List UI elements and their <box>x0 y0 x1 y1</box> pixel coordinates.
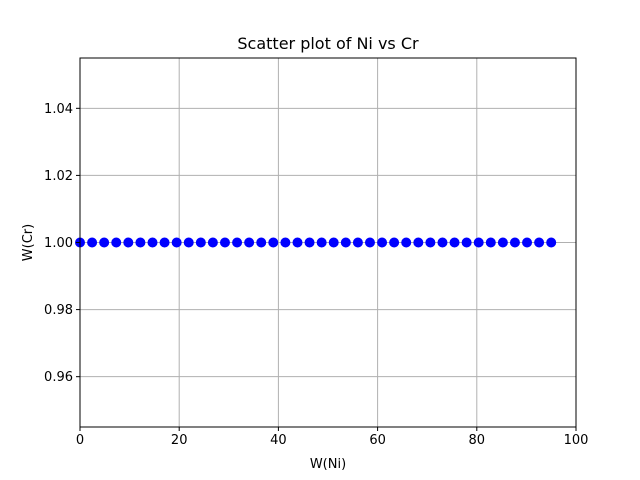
data-points <box>75 237 557 248</box>
data-point <box>195 237 206 248</box>
data-point <box>364 237 375 248</box>
data-point <box>232 237 243 248</box>
data-point <box>473 237 484 248</box>
data-point <box>183 237 194 248</box>
data-point <box>207 237 218 248</box>
data-point <box>123 237 134 248</box>
data-point <box>304 237 315 248</box>
data-point <box>534 237 545 248</box>
x-tick-label: 0 <box>76 433 84 448</box>
data-point <box>413 237 424 248</box>
data-point <box>135 237 146 248</box>
data-point <box>171 237 182 248</box>
y-axis-label: W(Cr) <box>21 224 36 261</box>
data-point <box>461 237 472 248</box>
axis-ticks: 0 20 40 60 80 100 0.96 0.98 1.00 1.02 1.04 <box>44 102 588 448</box>
x-tick-label: 40 <box>270 433 287 448</box>
data-point <box>244 237 255 248</box>
data-point <box>280 237 291 248</box>
data-point <box>425 237 436 248</box>
data-point <box>147 237 158 248</box>
data-point <box>401 237 412 248</box>
data-point <box>377 237 388 248</box>
data-point <box>219 237 230 248</box>
data-point <box>268 237 279 248</box>
data-point <box>316 237 327 248</box>
data-point <box>99 237 110 248</box>
data-point <box>497 237 508 248</box>
y-tick-label: 1.04 <box>44 102 73 117</box>
data-point <box>546 237 557 248</box>
x-tick-label: 100 <box>564 433 589 448</box>
y-tick-label: 1.02 <box>44 169 73 184</box>
data-point <box>256 237 267 248</box>
data-point <box>522 237 533 248</box>
x-tick-label: 20 <box>171 433 188 448</box>
data-point <box>485 237 496 248</box>
data-point <box>437 237 448 248</box>
data-point <box>111 237 122 248</box>
data-point <box>340 237 351 248</box>
x-tick-label: 80 <box>469 433 486 448</box>
data-point <box>159 237 170 248</box>
chart-title: Scatter plot of Ni vs Cr <box>237 34 419 53</box>
x-tick-label: 60 <box>369 433 386 448</box>
data-point <box>292 237 303 248</box>
data-point <box>328 237 339 248</box>
x-axis-label: W(Ni) <box>310 457 346 472</box>
data-point <box>352 237 363 248</box>
data-point <box>87 237 98 248</box>
data-point <box>449 237 460 248</box>
y-tick-label: 1.00 <box>44 236 73 251</box>
y-tick-label: 0.96 <box>44 370 73 385</box>
data-point <box>509 237 520 248</box>
data-point <box>389 237 400 248</box>
y-tick-label: 0.98 <box>44 303 73 318</box>
